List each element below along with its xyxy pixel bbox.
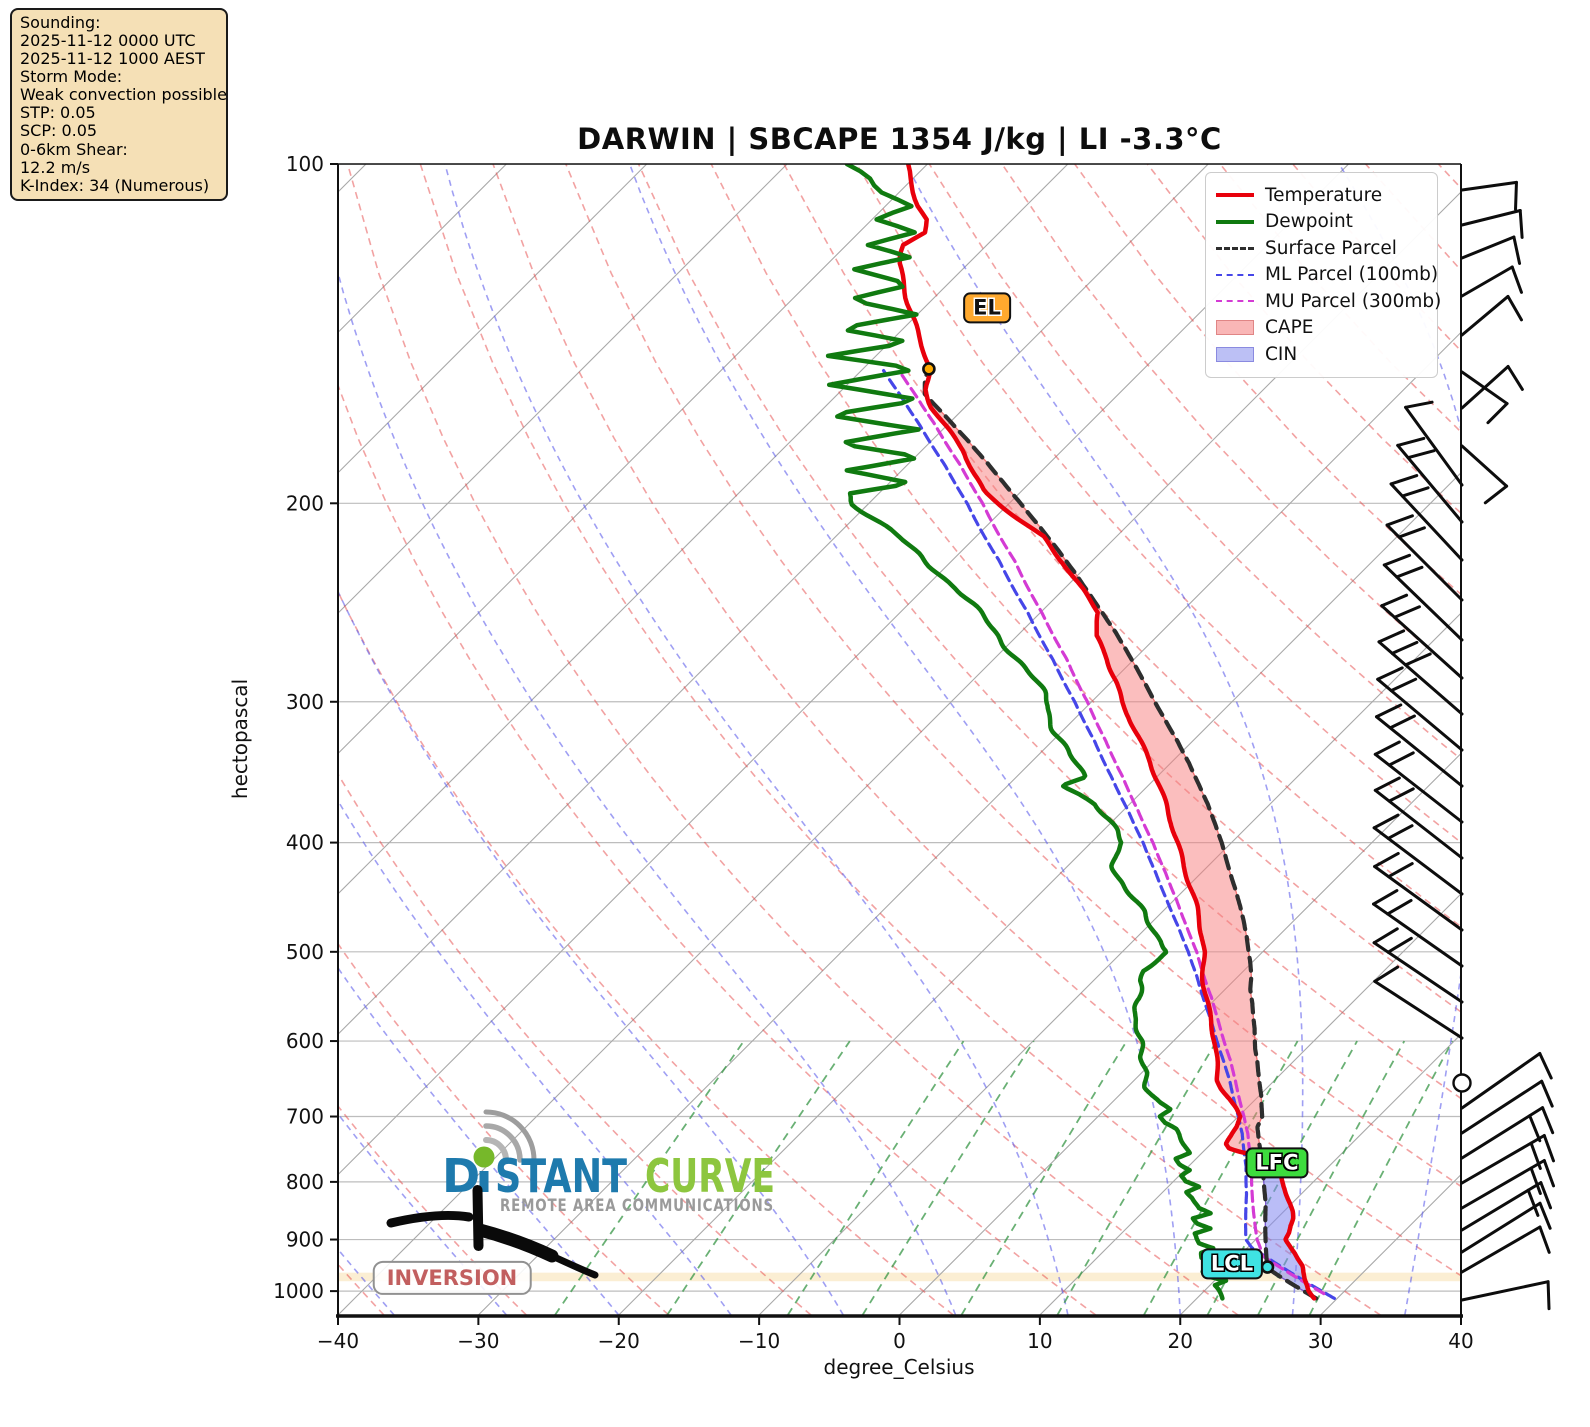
el-badge: EL (963, 292, 1011, 324)
info-line: Weak convection possible (20, 85, 227, 105)
svg-text:−10: −10 (738, 1329, 780, 1353)
legend-label: MU Parcel (300mb) (1265, 290, 1442, 312)
logo-text-curve: CURVE (645, 1149, 775, 1203)
inversion-badge-label: INVERSION (386, 1265, 518, 1290)
legend-label: CIN (1265, 343, 1298, 365)
logo-text-stant: STANT (495, 1149, 627, 1203)
info-line: 2025-11-12 0000 UTC (20, 31, 196, 51)
wind-barbs (1372, 180, 1556, 1311)
x-axis-label: degree_Celsius (824, 1355, 975, 1379)
lfc-badge-label: LFC (1255, 1150, 1299, 1175)
legend-sample-dash (1216, 300, 1254, 303)
logo-subtitle: REMOTE AREA COMMUNICATIONS (500, 1196, 774, 1215)
radio-wave-icon (483, 1109, 537, 1163)
legend-item: MU Parcel (300mb) (1216, 288, 1441, 315)
info-line: K-Index: 34 (Numerous) (20, 175, 210, 195)
legend-item: CIN (1216, 341, 1431, 368)
legend-item: CAPE (1216, 315, 1431, 342)
logo-i-stem (479, 1171, 489, 1192)
legend-sample-patch (1216, 320, 1254, 336)
chart-title: DARWIN | SBCAPE 1354 J/kg | LI -3.3°C (577, 122, 1222, 156)
svg-text:1000: 1000 (273, 1279, 324, 1303)
legend-label: CAPE (1265, 317, 1314, 339)
svg-text:20: 20 (1168, 1329, 1193, 1353)
info-line: 0-6km Shear: (20, 139, 128, 159)
lcl-badge: LCL (1200, 1248, 1264, 1280)
legend-sample-line (1216, 193, 1254, 198)
svg-text:10: 10 (1027, 1329, 1052, 1353)
svg-text:600: 600 (286, 1029, 324, 1053)
legend: Temperature Dewpoint Surface Parcel ML Parc… (1205, 172, 1441, 378)
bird-swoosh-icon (386, 1185, 599, 1279)
legend-item: Dewpoint (1216, 209, 1431, 236)
sounding-curves (825, 164, 1337, 1301)
legend-sample-dash (1216, 273, 1254, 276)
svg-text:800: 800 (286, 1170, 324, 1194)
svg-text:−20: −20 (598, 1329, 640, 1353)
el-badge-label: EL (973, 295, 1001, 320)
svg-text:−40: −40 (317, 1329, 359, 1353)
svg-text:−30: −30 (457, 1329, 499, 1353)
legend-label: Temperature (1265, 184, 1383, 206)
legend-item: Temperature (1216, 182, 1431, 209)
info-line: STP: 0.05 (20, 103, 96, 123)
legend-label: Surface Parcel (1265, 237, 1397, 259)
y-axis-label: hectopascal (228, 679, 252, 799)
svg-text:30: 30 (1308, 1329, 1333, 1353)
svg-text:500: 500 (286, 940, 324, 964)
inversion-badge: INVERSION (372, 1260, 532, 1296)
svg-text:40: 40 (1448, 1329, 1473, 1353)
svg-text:100: 100 (286, 152, 324, 176)
svg-text:0: 0 (893, 1329, 906, 1353)
svg-text:200: 200 (286, 491, 324, 515)
radio-wave-icon (483, 1137, 509, 1163)
legend-sample-line (1216, 219, 1254, 224)
info-line: 12.2 m/s (20, 157, 91, 177)
svg-text:900: 900 (286, 1228, 324, 1252)
info-line: Storm Mode: (20, 67, 123, 87)
svg-text:700: 700 (286, 1105, 324, 1129)
watermark-logo: D STANT CURVE REMOTE AREA COMMUNICATIONS (386, 1109, 775, 1279)
logo-dot-icon (473, 1146, 495, 1168)
lcl-badge-label: LCL (1210, 1251, 1254, 1276)
legend-label: Dewpoint (1265, 211, 1353, 233)
radio-wave-icon (483, 1123, 523, 1163)
legend-sample-patch (1216, 346, 1254, 362)
svg-text:300: 300 (286, 690, 324, 714)
legend-item: ML Parcel (100mb) (1216, 262, 1438, 289)
legend-item: Surface Parcel (1216, 235, 1431, 262)
inversion-band (338, 1272, 1461, 1282)
legend-label: ML Parcel (100mb) (1265, 264, 1439, 286)
info-line: Sounding: (20, 13, 101, 32)
sounding-info-box: Sounding: 2025-11-12 0000 UTC 2025-11-12 1… (10, 8, 228, 201)
lfc-badge: LFC (1245, 1147, 1309, 1179)
info-line: 2025-11-12 1000 AEST (20, 49, 205, 69)
svg-text:400: 400 (286, 831, 324, 855)
info-line: SCP: 0.05 (20, 121, 98, 141)
legend-sample-dash (1216, 246, 1254, 250)
